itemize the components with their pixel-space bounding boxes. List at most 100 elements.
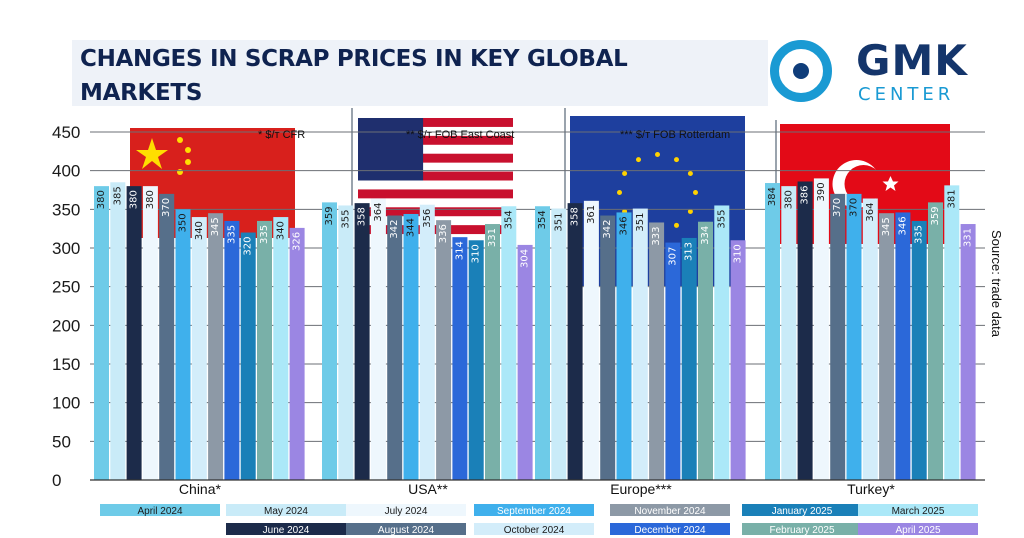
bar bbox=[354, 203, 370, 480]
legend-swatch bbox=[610, 504, 730, 516]
bar-value-label: 336 bbox=[438, 224, 449, 243]
legend-label: November 2024 bbox=[634, 506, 706, 517]
bar-value-label: 344 bbox=[406, 218, 417, 237]
bar bbox=[960, 224, 976, 480]
legend-swatch bbox=[474, 504, 594, 516]
bar bbox=[159, 193, 175, 480]
bar-value-label: 307 bbox=[667, 247, 678, 266]
bar-value-label: 358 bbox=[570, 207, 581, 226]
legend-label: August 2024 bbox=[378, 525, 435, 536]
bar-value-label: 364 bbox=[865, 203, 876, 222]
bar-value-label: 380 bbox=[129, 190, 140, 209]
bar-value-label: 342 bbox=[602, 220, 613, 239]
bar bbox=[730, 240, 746, 480]
bar bbox=[240, 232, 256, 480]
bar-value-label: 370 bbox=[832, 198, 843, 217]
bar bbox=[419, 204, 435, 480]
legend-swatch bbox=[742, 523, 862, 535]
y-tick-label: 300 bbox=[52, 239, 80, 258]
bar-value-label: 331 bbox=[487, 228, 498, 247]
bar bbox=[879, 213, 895, 480]
legend-label: July 2024 bbox=[385, 506, 428, 517]
bar-value-label: 333 bbox=[651, 226, 662, 245]
bar bbox=[273, 217, 289, 481]
legend-label: April 2024 bbox=[137, 506, 182, 517]
bar bbox=[468, 240, 484, 480]
bar bbox=[208, 213, 224, 480]
bar bbox=[797, 181, 813, 480]
y-tick-label: 250 bbox=[52, 278, 80, 297]
bar-value-label: 334 bbox=[700, 226, 711, 245]
usa-flag-icon bbox=[358, 118, 513, 235]
bar bbox=[387, 215, 403, 480]
bar-value-label: 385 bbox=[112, 186, 123, 205]
legend-label: February 2025 bbox=[769, 525, 834, 536]
legend-swatch bbox=[858, 504, 978, 516]
bar-value-label: 313 bbox=[684, 242, 695, 261]
bar-value-label: 380 bbox=[145, 190, 156, 209]
bar bbox=[698, 221, 713, 480]
bar bbox=[551, 208, 567, 480]
group-label: Turkey* bbox=[847, 481, 895, 497]
bar-value-label: 370 bbox=[161, 198, 172, 217]
legend-swatch bbox=[346, 523, 466, 535]
legend-label: March 2025 bbox=[892, 506, 945, 517]
bar bbox=[191, 217, 207, 481]
bar-value-label: 335 bbox=[259, 225, 270, 244]
bar-value-label: 370 bbox=[849, 198, 860, 217]
bar bbox=[928, 202, 943, 480]
bar bbox=[649, 222, 665, 481]
legend-swatch bbox=[346, 504, 466, 516]
bar bbox=[94, 186, 109, 480]
bar-value-label: 345 bbox=[881, 217, 892, 236]
y-tick-label: 400 bbox=[52, 162, 80, 181]
logo-word: GMK bbox=[856, 36, 968, 85]
y-tick-label: 200 bbox=[52, 316, 80, 335]
y-tick-label: 450 bbox=[52, 123, 80, 142]
bar-value-label: 351 bbox=[553, 213, 564, 232]
bar bbox=[436, 220, 452, 480]
bar-value-label: 356 bbox=[422, 209, 433, 228]
legend-swatch bbox=[474, 523, 594, 535]
bar bbox=[485, 224, 500, 480]
bar-value-label: 355 bbox=[340, 209, 351, 228]
bar bbox=[944, 185, 960, 481]
group-label: USA** bbox=[408, 481, 448, 497]
bar bbox=[895, 212, 911, 480]
y-tick-label: 0 bbox=[52, 471, 61, 490]
bar bbox=[322, 202, 337, 480]
bar bbox=[452, 237, 468, 480]
legend-label: May 2024 bbox=[264, 506, 308, 517]
bar-value-label: 386 bbox=[800, 185, 811, 204]
logo-ring-icon bbox=[770, 40, 832, 102]
bar bbox=[175, 209, 191, 481]
bar-value-label: 326 bbox=[292, 232, 303, 251]
bar-value-label: 354 bbox=[503, 210, 514, 229]
bar-value-label: 361 bbox=[586, 205, 597, 224]
bar-value-label: 390 bbox=[816, 182, 827, 201]
bar-value-label: 320 bbox=[243, 237, 254, 256]
bar bbox=[862, 198, 878, 481]
bar bbox=[632, 208, 648, 480]
bar bbox=[338, 205, 354, 480]
bar-value-label: 364 bbox=[373, 203, 384, 222]
bar bbox=[517, 244, 533, 480]
title-banner bbox=[72, 40, 768, 106]
y-tick-label: 350 bbox=[52, 200, 80, 219]
bar bbox=[846, 193, 862, 480]
bar-value-label: 335 bbox=[226, 225, 237, 244]
legend-swatch bbox=[858, 523, 978, 535]
bar bbox=[289, 227, 305, 480]
bar-value-label: 380 bbox=[783, 190, 794, 209]
bar-value-label: 355 bbox=[716, 209, 727, 228]
logo-subtitle: CENTER bbox=[858, 84, 955, 105]
gmk-logo: GMK CENTER bbox=[770, 36, 1010, 112]
bar bbox=[370, 198, 386, 481]
bar bbox=[681, 237, 697, 480]
bar bbox=[501, 206, 517, 481]
y-tick-label: 100 bbox=[52, 394, 80, 413]
legend-swatch bbox=[742, 504, 862, 516]
bar bbox=[257, 220, 272, 480]
bar bbox=[665, 242, 681, 480]
y-tick-label: 150 bbox=[52, 355, 80, 374]
